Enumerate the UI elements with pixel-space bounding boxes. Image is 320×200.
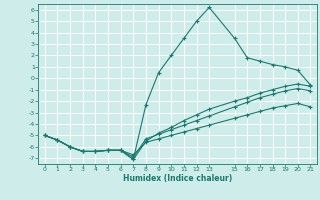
X-axis label: Humidex (Indice chaleur): Humidex (Indice chaleur) (123, 174, 232, 183)
